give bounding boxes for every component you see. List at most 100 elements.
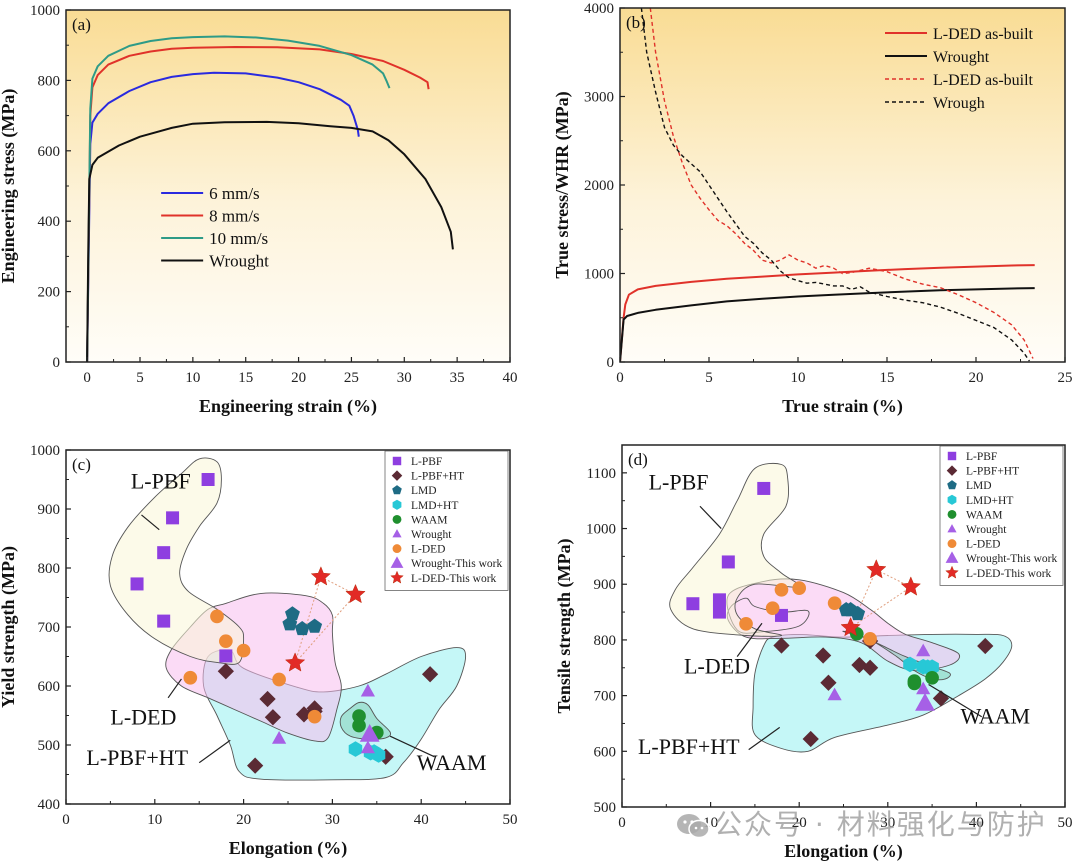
y-tick-label: 500: [38, 738, 61, 754]
y-tick-label: 400: [38, 797, 61, 813]
data-point-l-pbf: [130, 577, 144, 591]
panel-label: (c): [72, 455, 91, 474]
y-tick-label: 2000: [584, 178, 614, 194]
data-point-l-pbf: [201, 473, 215, 486]
legend-label: Wrought-This work: [411, 558, 502, 570]
y-tick-label: 600: [594, 744, 617, 760]
this-work-connector-1: [294, 594, 356, 664]
legend-label: Wrought: [966, 524, 1007, 536]
legend-label: L-PBF: [966, 451, 997, 463]
legend-label: Wrought-This work: [966, 553, 1057, 565]
legend-label: 8 mm/s: [209, 207, 260, 226]
data-point-l-ded: [827, 596, 842, 610]
legend-marker: [392, 529, 402, 538]
legend-marker: [392, 514, 402, 524]
legend-label: L-PBF+HT: [411, 471, 464, 483]
y-tick-label: 600: [38, 144, 61, 160]
legend-marker: [947, 480, 957, 490]
legend-label: WAAM: [411, 514, 447, 526]
x-tick-label: 50: [503, 812, 518, 828]
data-point-wrought: [360, 683, 375, 697]
legend-marker: [947, 509, 957, 519]
data-point-l-pbf: [712, 593, 726, 607]
this-work-connector-1: [850, 586, 912, 629]
x-tick-label: 30: [325, 812, 340, 828]
region-label-waam: WAAM: [417, 750, 487, 775]
data-point-l-ded: [183, 670, 198, 685]
y-tick-label: 800: [594, 633, 617, 649]
legend-marker: [392, 485, 402, 495]
x-axis-label: Elongation (%): [229, 838, 348, 859]
data-point-l-ded-this-work: [345, 583, 366, 604]
data-point-lmd-ht: [371, 747, 386, 763]
y-tick-label: 0: [53, 355, 61, 371]
data-point-l-pbf-ht: [217, 663, 234, 680]
y-axis-label: Tensile strength (MPa): [554, 539, 575, 714]
this-work-connector-0: [294, 576, 322, 664]
this-work-connector-0: [850, 569, 877, 628]
legend-label: LMD+HT: [966, 495, 1013, 507]
region-pointer-0: [141, 514, 160, 531]
data-point-l-ded: [765, 601, 780, 616]
data-point-l-pbf-ht: [802, 730, 819, 748]
y-tick-label: 700: [594, 689, 617, 705]
x-tick-label: 10: [147, 812, 162, 828]
data-point-l-ded: [863, 631, 877, 646]
legend-label: L-DED-This work: [411, 573, 497, 585]
region-pointer-3: [389, 735, 435, 758]
x-tick-label: 15: [880, 370, 895, 386]
region-label-l-pbf-ht: L-PBF+HT: [638, 734, 740, 759]
y-tick-label: 3000: [584, 90, 614, 106]
x-tick-label: 30: [397, 370, 412, 386]
data-point-wrought: [916, 643, 931, 657]
y-axis-label: Engineering stress (MPa): [0, 89, 19, 284]
legend-marker: [946, 465, 958, 476]
legend-marker: [392, 456, 402, 466]
legend-marker: [392, 499, 402, 510]
legend-label: Wrough: [933, 95, 985, 112]
data-point-waam: [352, 709, 366, 723]
region-label-l-pbf: L-PBF: [649, 470, 709, 495]
data-point-l-ded: [739, 616, 753, 631]
data-point-l-pbf-ht: [977, 637, 994, 655]
y-tick-label: 600: [38, 679, 61, 695]
series-line-2: [86, 35, 391, 362]
y-tick-label: 800: [38, 73, 61, 89]
legend-label: Wrought: [209, 252, 269, 271]
data-point-l-pbf-ht: [814, 647, 832, 664]
y-tick-label: 1000: [586, 522, 616, 538]
data-point-l-ded-this-work: [840, 616, 861, 637]
y-tick-label: 1000: [584, 267, 614, 283]
data-point-lmd-ht: [903, 656, 917, 673]
x-tick-label: 25: [344, 370, 359, 386]
data-point-l-ded: [307, 709, 322, 724]
data-point-wrought: [916, 681, 931, 695]
plot-area: [620, 8, 1065, 362]
data-point-l-pbf-ht: [421, 666, 439, 683]
data-point-wrought: [827, 687, 842, 701]
legend-label: L-DED as-built: [933, 72, 1034, 89]
x-tick-label: 40: [503, 370, 518, 386]
data-point-l-ded: [219, 634, 233, 648]
data-point-l-pbf-ht: [861, 659, 879, 676]
legend-label: L-DED-This work: [966, 568, 1052, 580]
data-point-l-pbf: [219, 649, 233, 663]
legend-marker: [947, 539, 957, 549]
legend-label: LMD: [411, 485, 437, 497]
region-label-l-pbf: L-PBF: [131, 468, 191, 493]
region-label-waam: WAAM: [960, 703, 1030, 728]
data-point-l-ded: [774, 582, 789, 597]
x-tick-label: 0: [616, 370, 624, 386]
legend-label: WAAM: [966, 509, 1002, 521]
legend-label: 6 mm/s: [209, 184, 260, 203]
legend-label: LMD+HT: [411, 500, 458, 512]
legend-label: L-DED: [966, 539, 1001, 551]
x-tick-label: 20: [792, 815, 807, 831]
panel-c: L-PBF L-DED L-PBF+HT WAAM 0 10 20 30 40 50 400 500 6…: [0, 443, 518, 859]
legend-marker: [947, 451, 957, 461]
watermark-text: 公众号 · 材料强化与防护: [714, 808, 1047, 841]
legend-marker: [947, 524, 957, 533]
data-point-lmd: [850, 605, 866, 621]
